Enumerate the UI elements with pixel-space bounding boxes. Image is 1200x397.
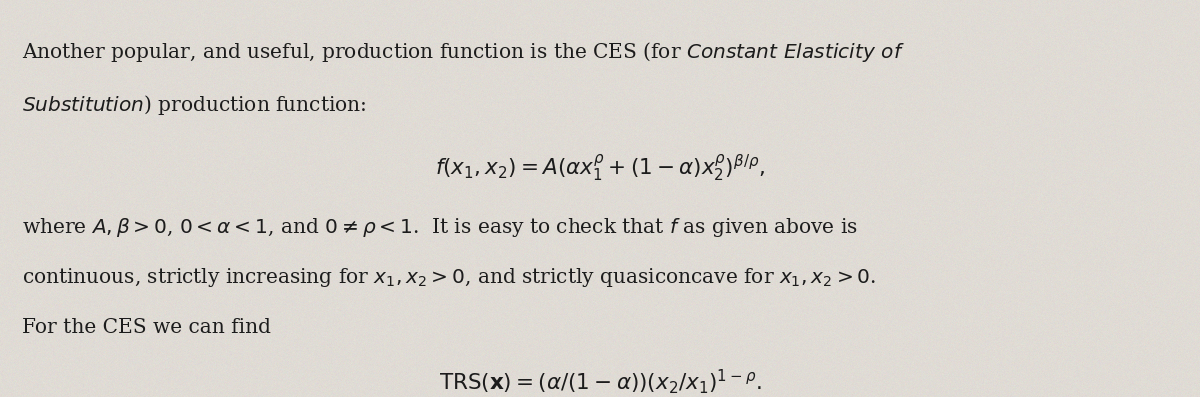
Text: $\mathit{Substitution}$) production function:: $\mathit{Substitution}$) production func… [22, 93, 366, 117]
Text: continuous, strictly increasing for $x_1, x_2 > 0$, and strictly quasiconcave fo: continuous, strictly increasing for $x_1… [22, 266, 876, 289]
Text: $f(x_1, x_2) = A(\alpha x_1^\rho + (1 - \alpha)x_2^\rho)^{\beta/\rho},$: $f(x_1, x_2) = A(\alpha x_1^\rho + (1 - … [434, 153, 766, 184]
Text: where $A, \beta > 0$, $0 < \alpha < 1$, and $0 \neq \rho < 1$.  It is easy to ch: where $A, \beta > 0$, $0 < \alpha < 1$, … [22, 216, 858, 239]
Text: $\mathrm{TRS}(\mathbf{x}) = (\alpha/(1 - \alpha))(x_2/x_1)^{1-\rho}.$: $\mathrm{TRS}(\mathbf{x}) = (\alpha/(1 -… [439, 367, 761, 396]
Text: For the CES we can find: For the CES we can find [22, 318, 271, 337]
Text: Another popular, and useful, production function is the CES (for $\mathit{Consta: Another popular, and useful, production … [22, 40, 905, 64]
